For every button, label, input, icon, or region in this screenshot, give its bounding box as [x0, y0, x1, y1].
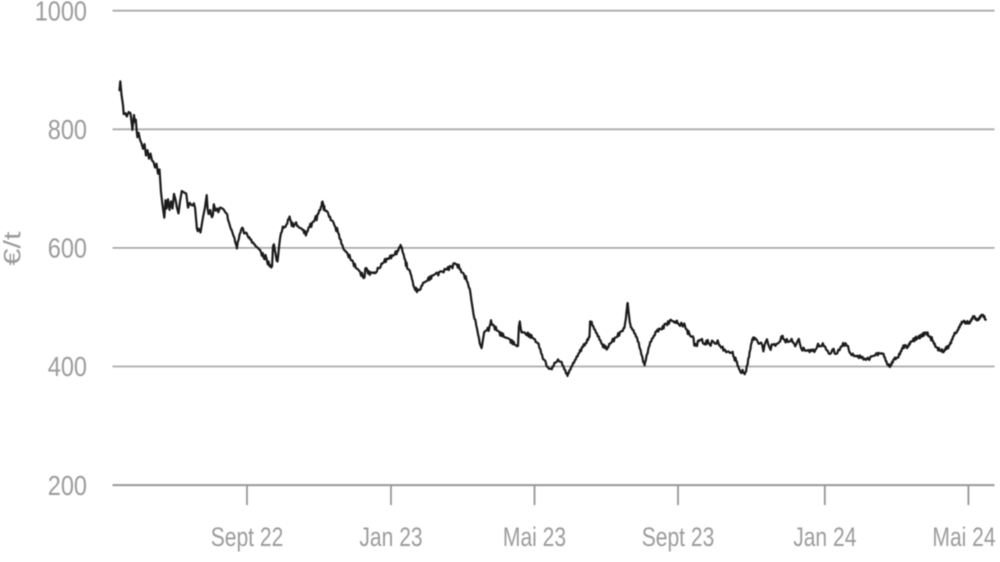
svg-text:200: 200	[48, 471, 87, 501]
svg-text:Sept 22: Sept 22	[211, 523, 284, 553]
svg-text:Sept 23: Sept 23	[642, 523, 715, 553]
svg-text:600: 600	[48, 234, 87, 264]
svg-text:Jan 23: Jan 23	[359, 523, 422, 553]
svg-text:€/t: €/t	[0, 231, 26, 266]
svg-text:Jan 24: Jan 24	[793, 523, 856, 553]
svg-text:1000: 1000	[35, 0, 87, 27]
svg-text:Mai 23: Mai 23	[503, 523, 566, 553]
svg-text:800: 800	[48, 115, 87, 145]
svg-text:Mai 24: Mai 24	[932, 523, 995, 553]
svg-text:400: 400	[48, 352, 87, 382]
